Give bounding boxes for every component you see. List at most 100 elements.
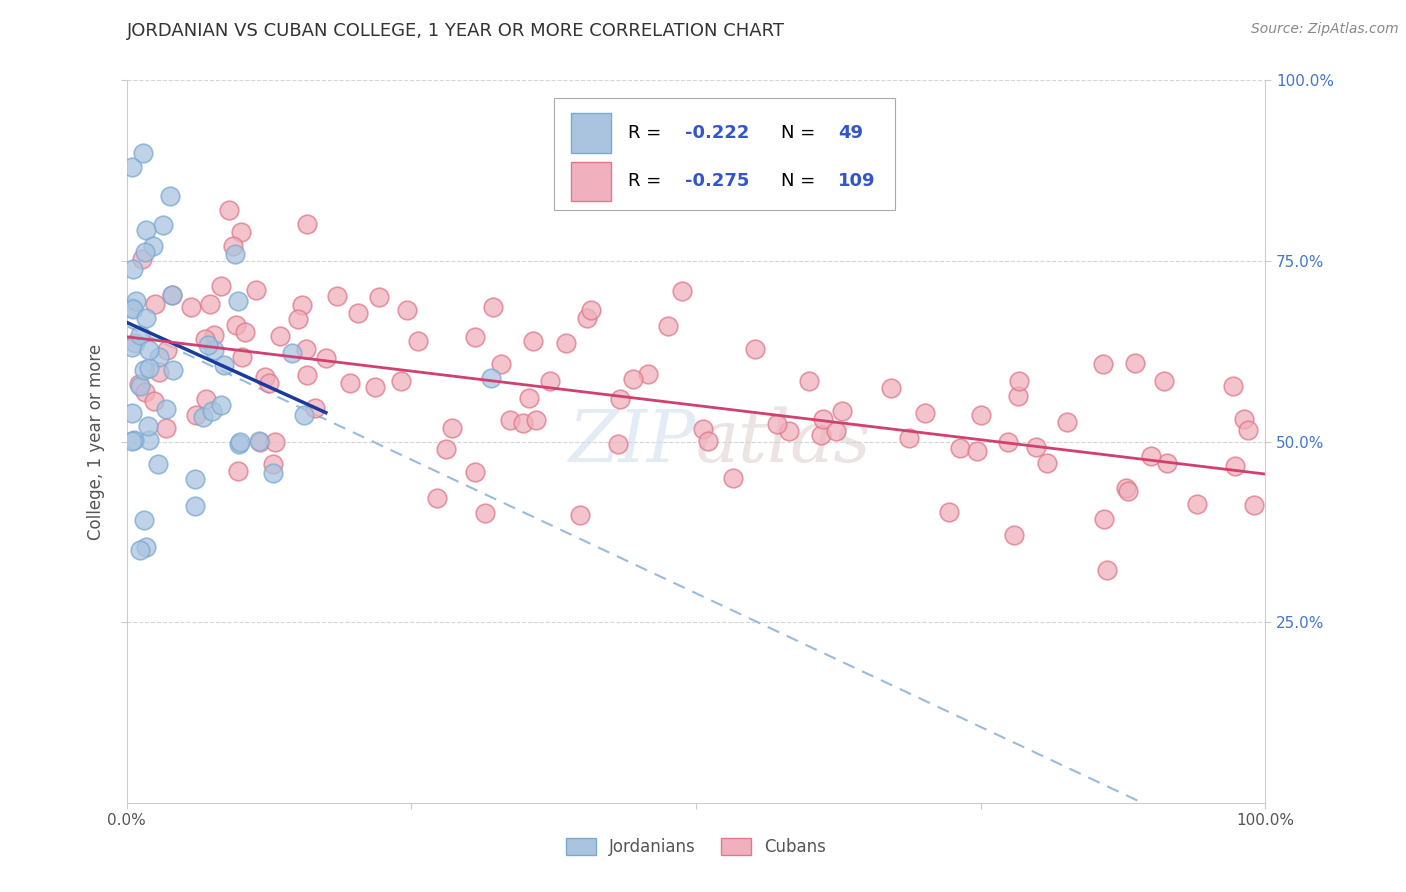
Point <box>122 433 145 447</box>
Point <box>122 262 145 277</box>
Point <box>197 338 219 352</box>
Text: atlas: atlas <box>696 406 872 477</box>
Point <box>159 189 181 203</box>
Point <box>576 310 599 325</box>
Text: 109: 109 <box>838 172 876 190</box>
Point <box>1118 484 1140 499</box>
Point <box>155 420 177 434</box>
Point <box>194 392 217 407</box>
Point <box>121 434 143 448</box>
Point <box>524 413 547 427</box>
Point <box>1139 449 1161 463</box>
Point <box>143 394 166 409</box>
Point <box>744 343 766 357</box>
Point <box>579 302 602 317</box>
Point <box>212 358 235 372</box>
Point <box>426 491 449 506</box>
Point <box>184 499 207 513</box>
Point <box>138 361 160 376</box>
Point <box>128 376 150 391</box>
Point <box>281 346 304 360</box>
Point <box>606 437 628 451</box>
Point <box>143 296 166 310</box>
Point <box>233 325 256 339</box>
Point <box>966 444 988 458</box>
Y-axis label: College, 1 year or more: College, 1 year or more <box>87 343 105 540</box>
Point <box>249 434 271 449</box>
Point <box>231 350 253 364</box>
Point <box>482 300 505 314</box>
Text: N =: N = <box>782 172 821 190</box>
Point <box>914 406 936 420</box>
Legend: Jordanians, Cubans: Jordanians, Cubans <box>560 831 832 863</box>
Point <box>1233 411 1256 425</box>
Point <box>135 223 157 237</box>
Point <box>1092 512 1115 526</box>
Point <box>440 421 463 435</box>
Point <box>191 410 214 425</box>
Point <box>766 417 789 431</box>
Point <box>121 160 143 174</box>
Point <box>198 296 221 310</box>
Point <box>948 441 970 455</box>
Point <box>259 376 281 390</box>
Point <box>148 350 170 364</box>
Point <box>434 442 457 457</box>
Point <box>938 505 960 519</box>
Point <box>491 357 513 371</box>
Text: Source: ZipAtlas.com: Source: ZipAtlas.com <box>1251 22 1399 37</box>
Point <box>1115 481 1137 495</box>
Point <box>297 218 319 232</box>
Point <box>292 409 315 423</box>
Point <box>148 365 170 379</box>
Point <box>1056 415 1078 429</box>
Point <box>162 287 184 301</box>
Point <box>326 289 349 303</box>
Point <box>609 392 631 407</box>
Point <box>128 542 150 557</box>
Text: -0.275: -0.275 <box>685 172 749 190</box>
Point <box>778 424 800 438</box>
Point <box>339 376 361 391</box>
Point <box>229 225 252 239</box>
Point <box>464 330 486 344</box>
Point <box>555 336 578 351</box>
Point <box>1007 389 1029 403</box>
Point <box>225 318 247 332</box>
Point <box>132 145 155 160</box>
Point <box>813 412 835 426</box>
Point <box>202 343 225 357</box>
Point <box>522 334 544 349</box>
Point <box>406 334 429 348</box>
Point <box>1222 379 1244 393</box>
Point <box>1092 357 1115 371</box>
Point <box>697 434 720 448</box>
Point <box>671 284 693 298</box>
Point <box>295 342 318 356</box>
Point <box>156 343 179 358</box>
Point <box>247 434 270 448</box>
Point <box>180 300 202 314</box>
Point <box>142 238 165 252</box>
Point <box>637 367 659 381</box>
Point <box>132 362 155 376</box>
Point <box>810 428 832 442</box>
Point <box>970 409 993 423</box>
Point <box>229 435 252 450</box>
FancyBboxPatch shape <box>554 98 896 211</box>
Point <box>512 416 534 430</box>
Point <box>218 203 240 218</box>
Point <box>1156 456 1178 470</box>
Point <box>269 328 291 343</box>
Point <box>1002 528 1025 542</box>
Point <box>160 287 183 301</box>
Bar <box>571 161 610 202</box>
Point <box>131 252 153 267</box>
Point <box>128 328 150 343</box>
Point <box>1035 456 1057 470</box>
Text: JORDANIAN VS CUBAN COLLEGE, 1 YEAR OR MORE CORRELATION CHART: JORDANIAN VS CUBAN COLLEGE, 1 YEAR OR MO… <box>127 22 785 40</box>
Point <box>121 406 143 420</box>
Point <box>194 332 217 346</box>
Point <box>122 301 145 316</box>
Point <box>797 374 820 388</box>
